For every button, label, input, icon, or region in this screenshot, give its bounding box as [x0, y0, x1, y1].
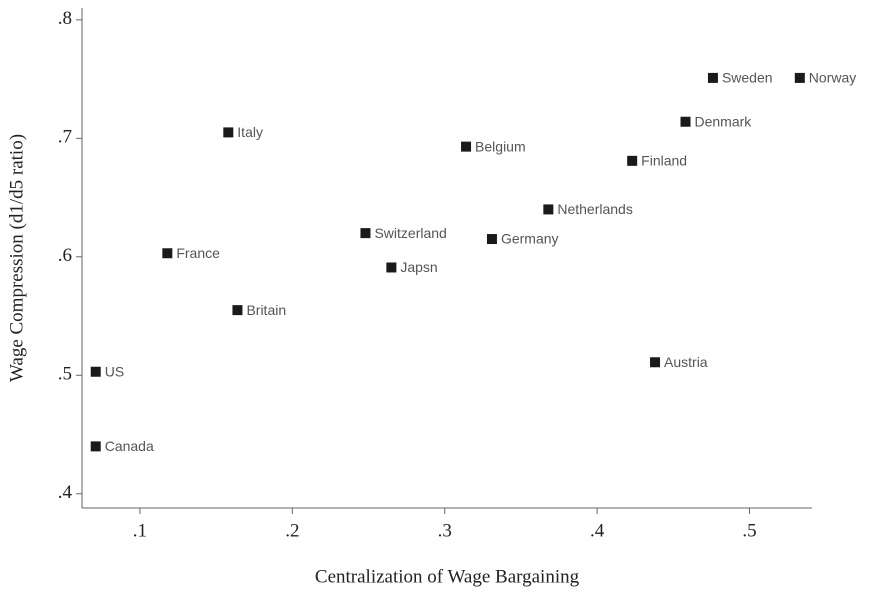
x-tick-label: .4 — [590, 520, 605, 541]
y-tick-label: .8 — [58, 8, 72, 29]
point-label: Finland — [641, 153, 687, 169]
point-label: Germany — [501, 231, 559, 247]
point — [543, 204, 554, 215]
point-label: Austria — [664, 354, 708, 370]
point-label: Switzerland — [374, 225, 446, 241]
point-label: Britain — [246, 302, 286, 318]
x-tick-label: .5 — [742, 520, 756, 541]
point-label: Japsn — [400, 259, 437, 275]
point — [162, 248, 173, 259]
y-axis-title: Wage Compression (d1/d5 ratio) — [6, 134, 27, 382]
point — [90, 366, 101, 377]
point-label: Denmark — [695, 113, 753, 129]
point-label: Norway — [809, 70, 856, 86]
y-tick-label: .6 — [58, 245, 72, 266]
point — [627, 155, 638, 166]
x-tick-label: .3 — [438, 520, 452, 541]
point — [794, 72, 805, 83]
point — [360, 228, 371, 239]
point — [650, 357, 661, 368]
y-tick-label: .5 — [58, 364, 72, 385]
point — [680, 116, 691, 127]
point-label: Canada — [105, 438, 154, 454]
point-label: Sweden — [722, 70, 773, 86]
x-tick-label: .2 — [285, 520, 299, 541]
point-label: US — [105, 363, 124, 379]
y-tick-label: .4 — [58, 482, 73, 503]
point — [232, 305, 243, 316]
point-label: Italy — [237, 124, 263, 140]
point-label: Belgium — [475, 138, 526, 154]
point — [707, 72, 718, 83]
x-tick-label: .1 — [133, 520, 147, 541]
point — [486, 234, 497, 245]
x-axis-title: Centralization of Wage Bargaining — [315, 566, 580, 587]
point — [223, 127, 234, 138]
point-label: France — [176, 245, 220, 261]
point — [386, 262, 397, 273]
y-tick-label: .7 — [58, 127, 72, 148]
point — [90, 441, 101, 452]
point — [461, 141, 472, 152]
point-label: Netherlands — [557, 201, 633, 217]
